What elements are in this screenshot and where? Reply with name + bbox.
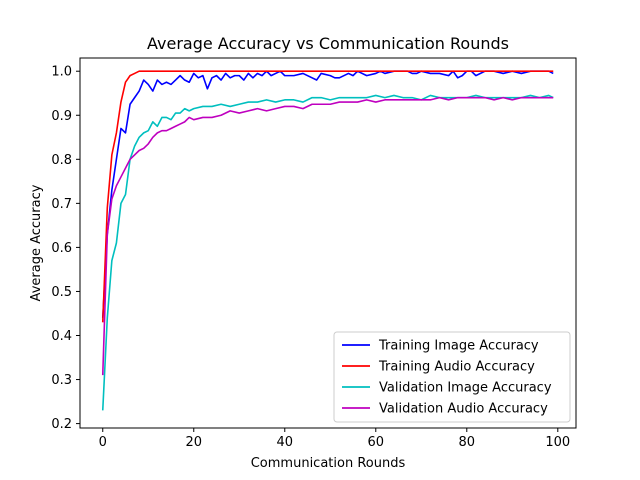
x-tick-label: 60 xyxy=(368,435,385,450)
chart-title: Average Accuracy vs Communication Rounds xyxy=(147,34,509,53)
y-tick-label: 0.6 xyxy=(51,241,72,256)
x-tick-label: 0 xyxy=(99,435,107,450)
legend-label-training-image-accuracy: Training Image Accuracy xyxy=(378,339,539,354)
series-line-validation-audio-accuracy xyxy=(101,96,554,376)
y-axis-label: Average Accuracy xyxy=(29,184,44,301)
x-tick-label: 40 xyxy=(276,435,293,450)
y-axis: 0.2 0.3 0.4 0.5 0.6 0.7 0.8 0.9 1.0 xyxy=(51,65,80,432)
y-tick-label: 0.4 xyxy=(51,329,72,344)
x-tick-label: 20 xyxy=(185,435,202,450)
y-tick-label: 1.0 xyxy=(51,65,72,80)
legend-label-validation-image-accuracy: Validation Image Accuracy xyxy=(379,381,552,396)
legend-box xyxy=(333,331,571,423)
series-layer xyxy=(101,70,554,411)
series-line-training-audio-accuracy xyxy=(101,70,554,323)
x-tick-label: 100 xyxy=(545,435,570,450)
y-tick-label: 0.5 xyxy=(51,285,72,300)
y-tick-label: 0.2 xyxy=(51,417,72,432)
x-tick-label: 80 xyxy=(459,435,476,450)
x-axis-label: Communication Rounds xyxy=(251,456,406,471)
series-line-training-image-accuracy xyxy=(101,70,554,318)
y-tick-label: 0.9 xyxy=(51,109,72,124)
y-tick-label: 0.3 xyxy=(51,373,72,388)
legend: Training Image Accuracy Training Audio Ac… xyxy=(333,331,571,423)
y-tick-label: 0.8 xyxy=(51,153,72,168)
legend-label-validation-audio-accuracy: Validation Audio Accuracy xyxy=(379,402,548,417)
plot-frame xyxy=(79,57,577,429)
x-axis: 0 20 40 60 80 100 xyxy=(99,428,570,450)
y-tick-label: 0.7 xyxy=(51,197,72,212)
legend-label-training-audio-accuracy: Training Audio Accuracy xyxy=(378,360,535,375)
